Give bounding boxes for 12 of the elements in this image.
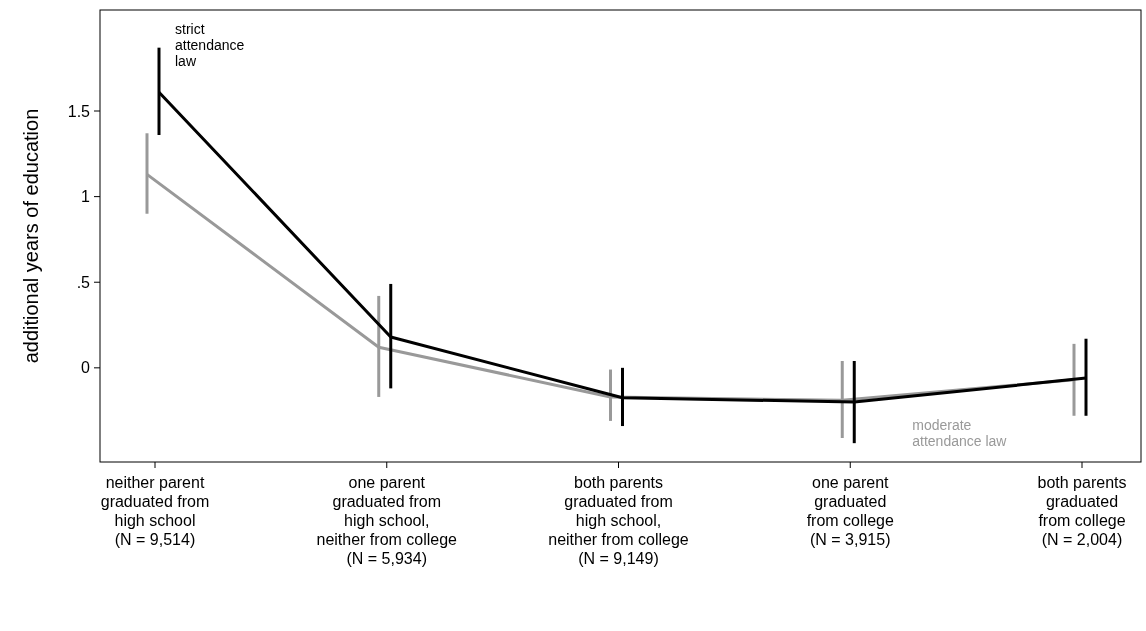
x-tick-label: one parent graduated from college (N = 3,915) [806, 474, 894, 548]
text: strict attendance law [175, 21, 245, 70]
y-tick-label: 1 [81, 188, 91, 206]
y-axis-title: additional years of education [20, 108, 42, 364]
x-tick-label: both parents graduated from college (N = 2,004) [1037, 474, 1127, 548]
x-tick-label: one parent graduated from high school, neither from college (N = 5,934) [316, 474, 458, 567]
y-tick-label: 1.5 [67, 102, 91, 120]
y-tick-label: 0 [81, 359, 91, 377]
x-tick-label: both parents graduated from high school, neither from college (N = 9,149) [548, 474, 689, 567]
series-label: moderate attendance law [912, 417, 1008, 450]
x-tick-label: neither parent graduated from high school (N = 9,514) [100, 474, 210, 548]
y-tick-label: .5 [76, 273, 91, 291]
